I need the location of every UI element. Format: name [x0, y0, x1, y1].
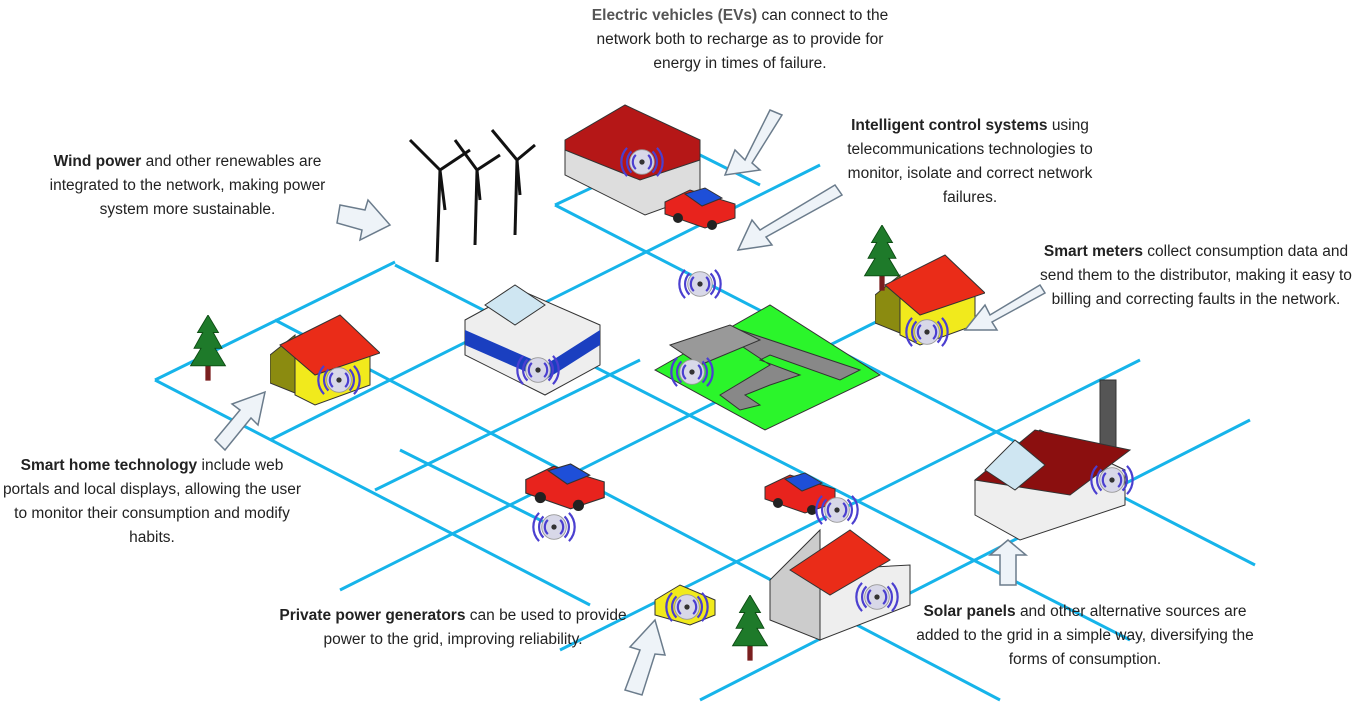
annotation: Wind power and other renewables are inte… [30, 150, 345, 222]
tree [733, 595, 768, 661]
house-large [770, 530, 910, 640]
annotation: Solar panels and other alternative sourc… [915, 600, 1255, 672]
annotation-title: Smart meters [1044, 243, 1143, 260]
car [526, 464, 604, 511]
annotation: Smart home technology include web portal… [2, 454, 302, 550]
annotation-title: Intelligent control systems [851, 117, 1047, 134]
annotation: Intelligent control systems using teleco… [820, 114, 1120, 210]
annotation: Electric vehicles (EVs) can connect to t… [575, 4, 905, 76]
annotation-title: Solar panels [923, 603, 1015, 620]
annotation-title: Private power generators [279, 607, 465, 624]
wind-turbines [410, 130, 535, 262]
annotation-title: Smart home technology [21, 457, 198, 474]
tree [191, 315, 226, 381]
annotation: Smart meters collect consumption data an… [1040, 240, 1352, 312]
annotation-title: Electric vehicles (EVs) [592, 7, 757, 24]
page: Electric vehicles (EVs) can connect to t… [0, 0, 1356, 706]
annotation-title: Wind power [54, 153, 142, 170]
house [270, 315, 380, 405]
annotation: Private power generators can be used to … [268, 604, 638, 652]
